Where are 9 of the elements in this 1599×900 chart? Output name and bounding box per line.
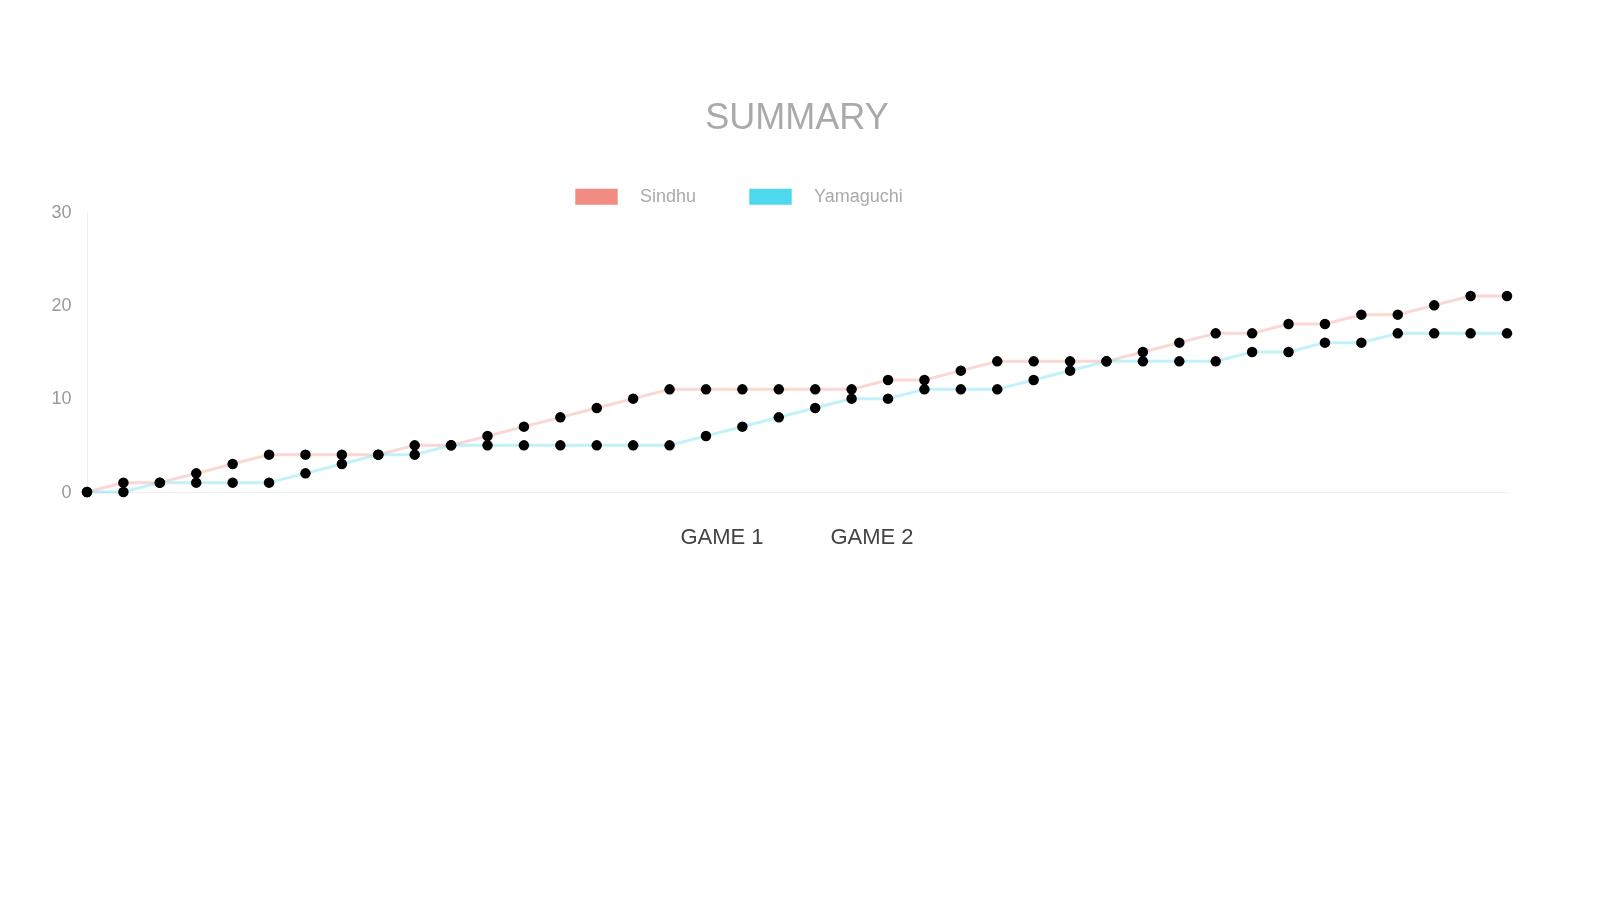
y-tick-label: 0 (61, 481, 72, 502)
legend-label: Yamaguchi (814, 185, 903, 206)
legend-label: Sindhu (640, 185, 697, 206)
y-tick-label: 20 (51, 294, 72, 315)
y-tick-label: 30 (51, 201, 72, 222)
text: GAME 1 (680, 524, 764, 549)
chart-title: SUMMARY (705, 96, 889, 137)
y-tick-label: 10 (51, 388, 72, 409)
text: GAME 2 (830, 524, 914, 549)
